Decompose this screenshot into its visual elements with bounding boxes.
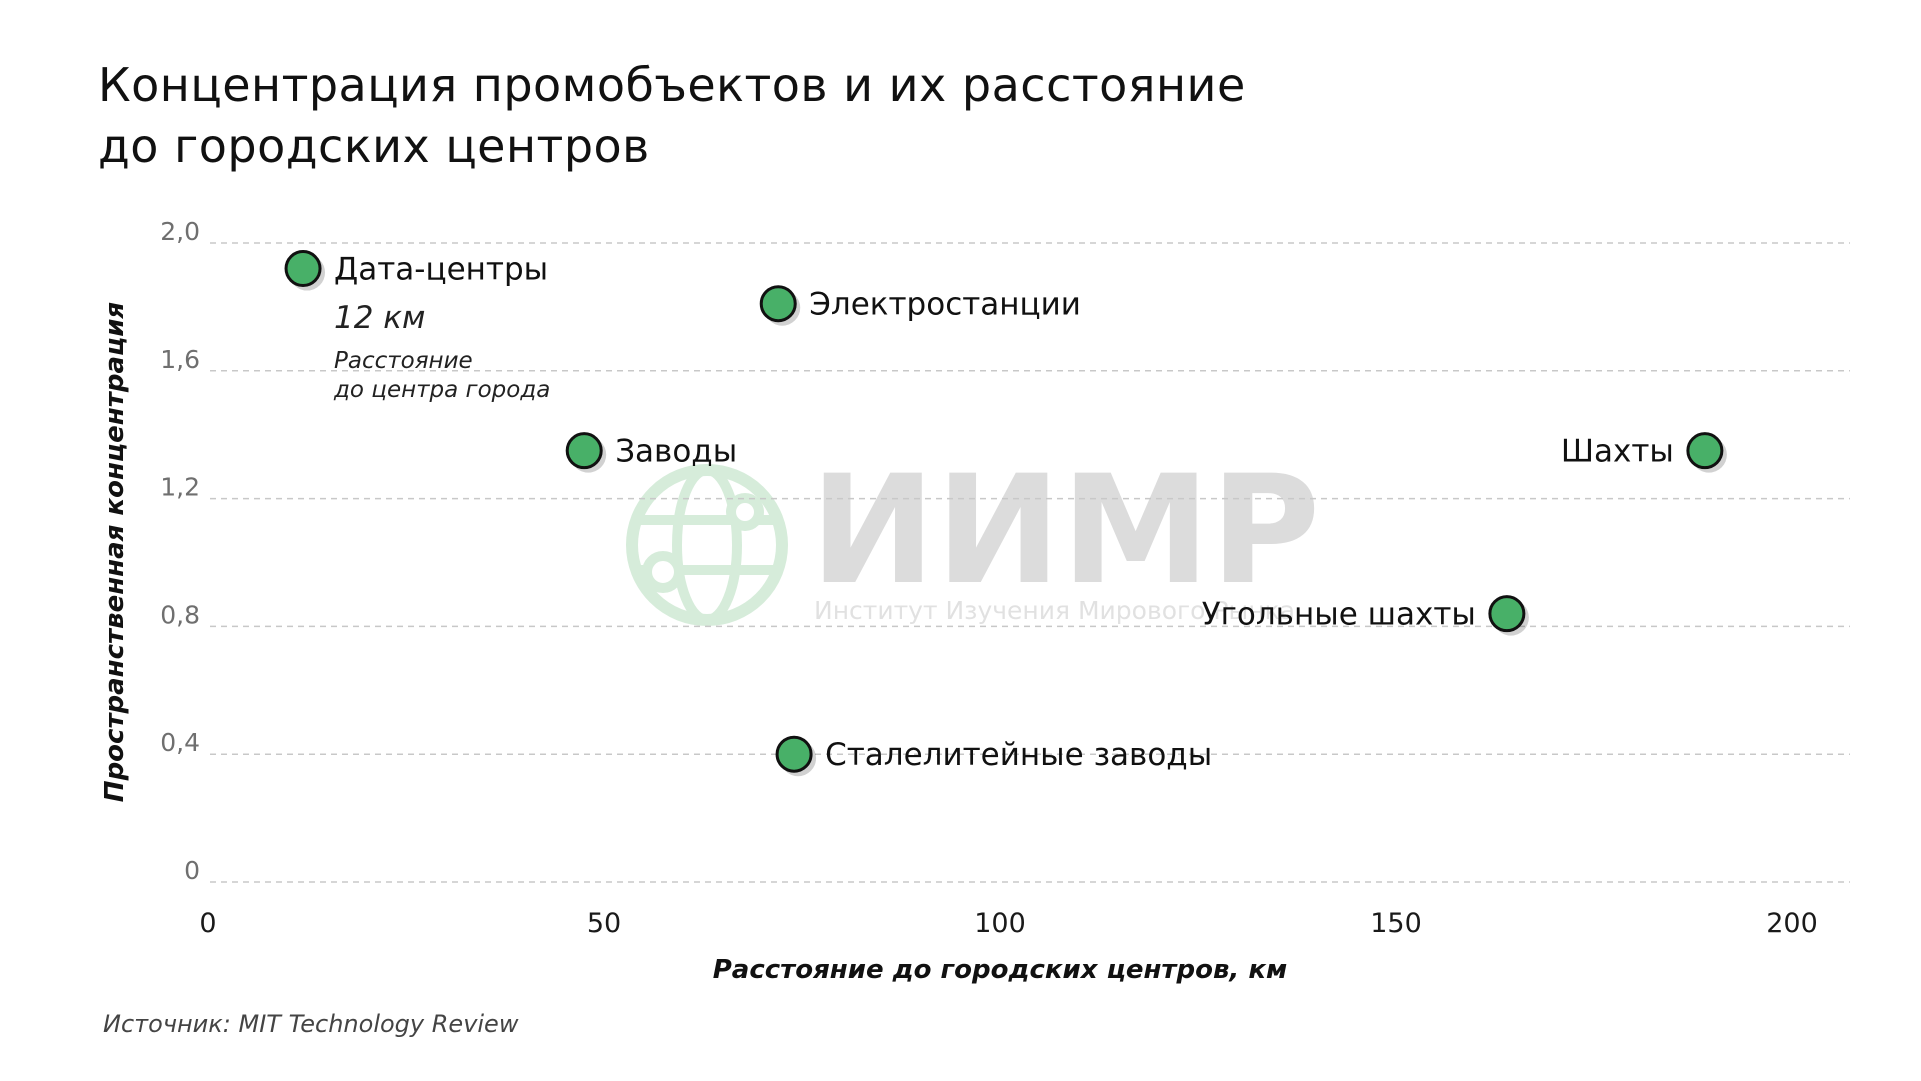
distance-annotation: 12 км Расстояние до центра города bbox=[333, 300, 550, 403]
point-marker bbox=[775, 735, 813, 773]
x-tick-label: 150 bbox=[1370, 908, 1422, 939]
y-axis-title: Пространственная концентрация bbox=[100, 302, 130, 802]
y-tick-label: 1,2 bbox=[160, 473, 200, 502]
y-tick-label: 2,0 bbox=[160, 217, 200, 246]
x-tick-label: 0 bbox=[199, 908, 216, 939]
point-marker bbox=[1488, 595, 1526, 633]
annotation-text-line-2: до центра города bbox=[333, 377, 550, 403]
chart-title-line-2: до городских центров bbox=[98, 119, 650, 173]
point-marker bbox=[759, 285, 797, 323]
watermark: ИИМР Институт Изучения Мирового Рынка bbox=[626, 444, 1320, 626]
point-label: Электростанции bbox=[809, 287, 1081, 323]
data-point: Заводы bbox=[565, 432, 737, 473]
globe-logo-icon bbox=[626, 464, 788, 626]
data-point: Шахты bbox=[1561, 432, 1727, 473]
data-point: Электростанции bbox=[759, 285, 1081, 326]
chart-title-line-1: Концентрация промобъектов и их расстояни… bbox=[98, 58, 1246, 112]
y-tick-label: 1,6 bbox=[160, 345, 200, 374]
data-point: Сталелитейные заводы bbox=[775, 735, 1212, 777]
x-tick-label: 100 bbox=[974, 908, 1026, 939]
point-marker bbox=[565, 432, 603, 470]
annotation-value: 12 км bbox=[334, 300, 425, 336]
y-axis-ticks: 0 0,4 0,8 1,2 1,6 2,0 bbox=[160, 217, 200, 885]
x-tick-label: 50 bbox=[587, 908, 621, 939]
y-tick-label: 0 bbox=[184, 856, 200, 885]
grid-lines bbox=[210, 242, 1850, 883]
data-points: Дата-центры Электростанции Заводы Шахты Угол… bbox=[284, 250, 1727, 777]
point-label: Сталелитейные заводы bbox=[825, 737, 1212, 773]
watermark-subtitle: Институт Изучения Мирового Рынка bbox=[814, 596, 1295, 625]
watermark-name: ИИМР bbox=[810, 444, 1320, 618]
data-point: Угольные шахты bbox=[1202, 595, 1529, 636]
chart-title: Концентрация промобъектов и их расстояни… bbox=[98, 55, 1246, 177]
point-marker bbox=[1686, 432, 1724, 470]
x-axis-ticks: 0 50 100 150 200 bbox=[199, 908, 1817, 939]
y-tick-label: 0,4 bbox=[160, 728, 200, 757]
x-axis-title: Расстояние до городских центров, км bbox=[713, 955, 1288, 985]
point-label: Угольные шахты bbox=[1202, 597, 1476, 633]
source-note: Источник: MIT Technology Review bbox=[103, 1010, 519, 1038]
x-tick-label: 200 bbox=[1766, 908, 1818, 939]
point-label: Заводы bbox=[615, 434, 737, 470]
annotation-text-line-1: Расстояние bbox=[334, 348, 473, 374]
point-label: Шахты bbox=[1561, 434, 1674, 470]
point-label: Дата-центры bbox=[334, 252, 548, 288]
point-marker bbox=[284, 250, 322, 288]
data-point: Дата-центры bbox=[284, 250, 548, 291]
y-tick-label: 0,8 bbox=[160, 600, 200, 629]
